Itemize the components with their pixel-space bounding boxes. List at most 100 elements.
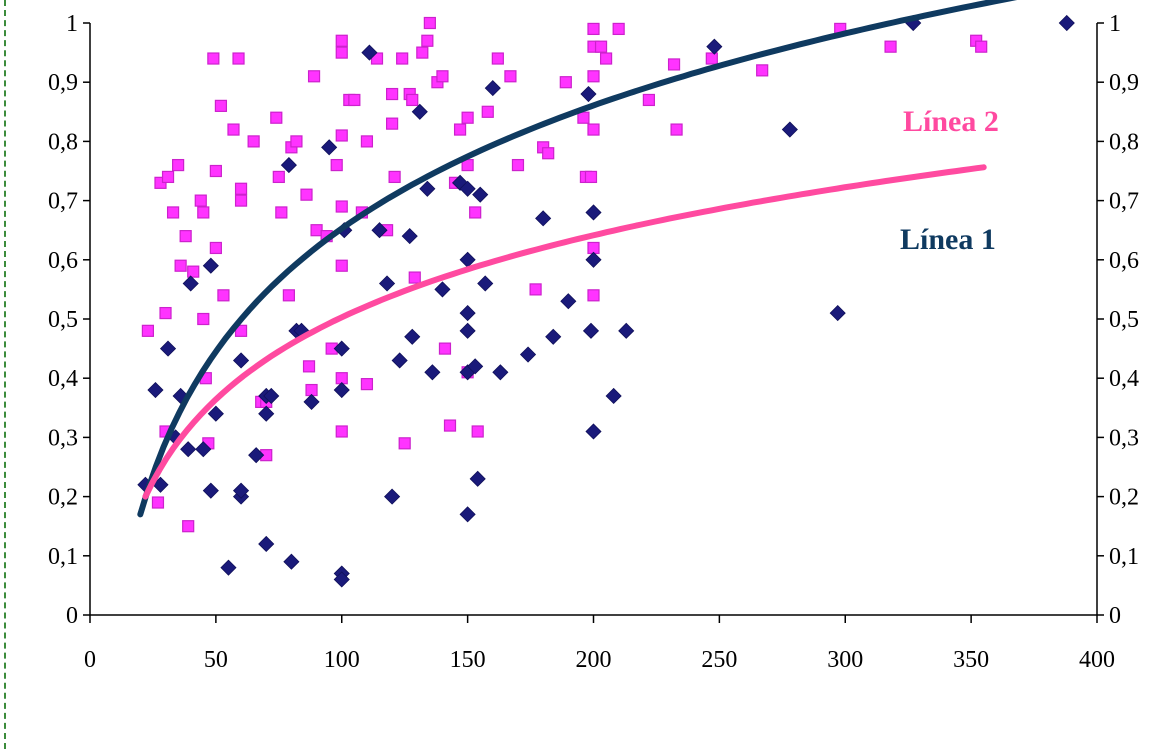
series-2-point	[214, 99, 228, 112]
series-2-point	[587, 70, 600, 83]
series-1-point	[401, 228, 418, 245]
series-1-point	[419, 180, 436, 197]
series-2-point	[209, 241, 222, 255]
series-1-point	[333, 381, 350, 399]
series-2-point	[197, 312, 210, 326]
y-tick-label-right: 1	[1109, 11, 1121, 37]
axes: 0 00,1 0,10,2 0,20,3 0,30,4 0,40,5 0,50,6 0,60,…	[48, 11, 1139, 673]
series-2-point	[207, 52, 220, 65]
series-2-point	[577, 111, 590, 124]
series-1-point	[706, 38, 723, 55]
series-1-point	[258, 405, 275, 422]
series-2-point	[386, 87, 399, 101]
series-2-point	[587, 123, 600, 136]
series-2-point	[166, 206, 180, 219]
series-2-point	[270, 111, 283, 124]
series-1-point	[585, 423, 602, 440]
y-tick-label-right: 0,6	[1109, 248, 1139, 274]
series-1-point	[283, 553, 300, 570]
trendlines	[137, 0, 1018, 518]
series-2-point	[667, 58, 681, 71]
series-1-point	[303, 393, 320, 410]
y-tick-label-left: 0,9	[48, 70, 78, 96]
series-2-point	[234, 182, 248, 195]
series-2-point	[172, 158, 185, 172]
series-1-point	[781, 121, 798, 138]
series-1-point	[391, 352, 408, 369]
series-2-point	[360, 135, 374, 148]
y-tick-label-right: 0,3	[1109, 425, 1139, 451]
series-2-point	[247, 135, 260, 148]
series-1-point	[378, 275, 396, 292]
x-tick-label: 150	[450, 647, 486, 673]
series-1-point	[384, 488, 401, 505]
series-1-point	[232, 352, 250, 369]
series-1-point	[1058, 14, 1075, 32]
x-tick-label: 100	[324, 647, 360, 673]
series-2-point	[398, 437, 411, 450]
series-1-point	[477, 275, 494, 292]
series-2-point	[436, 70, 449, 83]
series-2-point	[491, 52, 504, 65]
series-1-point	[182, 275, 199, 292]
series-2-point	[504, 70, 517, 83]
series-1-point	[472, 186, 489, 203]
y-tick-label-right: 0,8	[1109, 129, 1139, 155]
series-2-point	[884, 40, 897, 53]
x-tick-label: 200	[576, 647, 612, 673]
series-2-point	[670, 123, 683, 136]
x-tick-label: 0	[84, 647, 96, 673]
series-1-point	[280, 157, 297, 174]
series-label-linea-2: Línea 2	[903, 105, 999, 138]
series-2-point	[705, 52, 718, 65]
series-1-point	[321, 139, 338, 156]
series-2-point	[612, 22, 625, 36]
y-tick-label-left: 1	[66, 11, 78, 37]
series-1-points	[137, 14, 1075, 588]
y-tick-label-left: 0,3	[48, 425, 78, 451]
series-2-point	[388, 170, 401, 184]
series-1-point	[147, 381, 164, 399]
series-1-point	[560, 293, 577, 310]
series-1-point	[582, 322, 600, 339]
series-2-point	[461, 111, 474, 124]
series-2-point	[453, 123, 467, 136]
y-tick-label-right: 0,4	[1109, 366, 1139, 392]
series-2-point	[275, 206, 288, 219]
y-tick-label-left: 0,7	[48, 189, 78, 215]
series-1-point	[232, 482, 250, 499]
series-2-point	[642, 93, 655, 107]
series-2-point	[587, 289, 600, 302]
series-2-point	[416, 46, 429, 59]
series-2-point	[335, 34, 348, 47]
series-2-point	[300, 188, 313, 201]
y-tick-label-left: 0,4	[48, 366, 78, 392]
series-2-point	[335, 129, 348, 142]
series-1-point	[434, 281, 451, 298]
series-2-point	[421, 34, 434, 47]
trendline-1	[137, 0, 1018, 518]
series-1-point	[467, 358, 484, 375]
series-2-point	[174, 259, 187, 272]
series-2-point	[360, 378, 374, 391]
series-1-point	[159, 340, 177, 357]
series-1-point	[361, 44, 378, 61]
series-2-point	[335, 200, 348, 213]
y-tick-label-right: 0,7	[1109, 189, 1139, 215]
series-1-point	[333, 571, 350, 588]
series-2-point	[187, 265, 200, 278]
series-2-point	[234, 324, 248, 337]
y-tick-label-left: 0,5	[48, 307, 78, 333]
x-tick-label: 300	[827, 647, 863, 673]
y-tick-label-right: 0,5	[1109, 307, 1139, 333]
y-tick-label-right: 0,2	[1109, 485, 1139, 511]
series-1-point	[829, 305, 846, 322]
series-2-point	[406, 93, 419, 107]
series-2-point	[587, 22, 600, 36]
series-2-point	[594, 40, 608, 53]
series-2-point	[194, 194, 207, 207]
series-1-point	[484, 80, 501, 97]
series-2-point	[438, 342, 452, 355]
series-2-point	[975, 40, 988, 53]
series-1-point	[459, 180, 476, 197]
